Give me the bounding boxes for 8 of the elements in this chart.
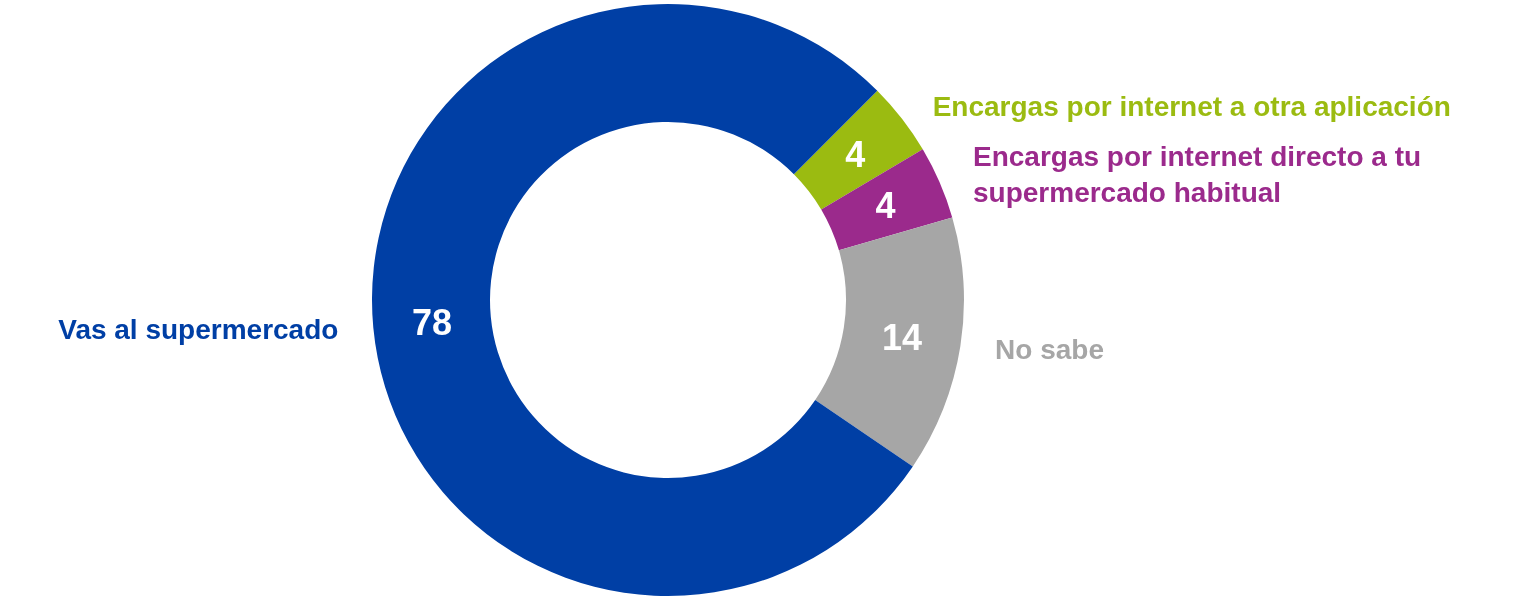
data-label: 78 — [412, 301, 453, 343]
slice-label: No sabe — [995, 333, 1105, 365]
slice-label: Encargas por internet a otra aplicación — [932, 90, 1451, 122]
data-label: 4 — [875, 185, 896, 227]
data-label: 14 — [882, 316, 923, 358]
slice-label: Vas al supermercado — [58, 314, 339, 346]
slice-label: Encargas por internet directo a tu supermercado habitual — [973, 141, 1429, 208]
data-label: 4 — [845, 134, 866, 176]
